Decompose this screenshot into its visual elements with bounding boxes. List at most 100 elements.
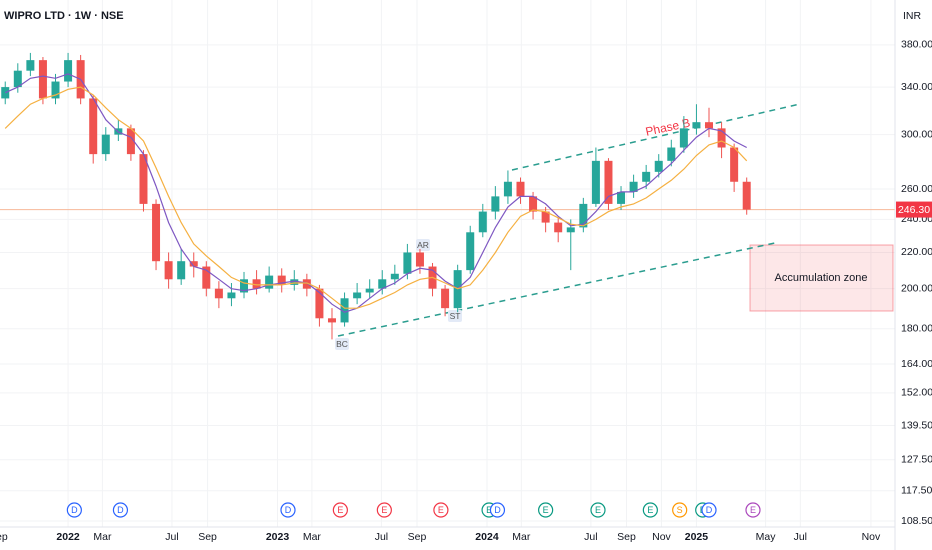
candle-body (466, 232, 475, 271)
y-tick-label: 380.00 (901, 39, 932, 51)
event-label: S (677, 505, 683, 515)
candle-body (152, 203, 161, 262)
candle-body (277, 275, 286, 285)
event-marker (538, 502, 554, 518)
x-tick-label: 2023 (266, 531, 290, 543)
x-tick-label: Sep (198, 531, 217, 543)
last-price-box (896, 201, 932, 218)
zone-label: Accumulation zone (775, 272, 868, 284)
candle-body (554, 222, 563, 233)
event-marker (376, 502, 392, 518)
candle-body (101, 134, 110, 155)
candle-body (503, 181, 512, 197)
y-tick-label: 139.50 (901, 419, 932, 431)
event-marker (590, 502, 606, 518)
x-tick-label: Sep (617, 531, 636, 543)
event-label: E (750, 505, 756, 515)
candle-body (126, 128, 135, 155)
candle-body (265, 275, 274, 289)
event-label: E (337, 505, 343, 515)
event-label: D (494, 505, 501, 515)
event-label: E (543, 505, 549, 515)
x-tick-label: Sep (408, 531, 427, 543)
candle-body (730, 147, 739, 182)
event-label: E (595, 505, 601, 515)
candle-body (365, 288, 374, 293)
event-label: E (381, 505, 387, 515)
y-tick-label: 108.50 (901, 515, 932, 527)
x-tick-label: Jul (165, 531, 178, 543)
x-tick-label: Jul (794, 531, 807, 543)
event-label: E (647, 505, 653, 515)
candle-body (541, 211, 550, 223)
x-tick-label: Jul (375, 531, 388, 543)
candle-body (315, 288, 324, 319)
y-tick-label: 340.00 (901, 81, 932, 93)
candle-body (629, 181, 638, 192)
x-tick-label: Mar (303, 531, 322, 543)
event-label: E (438, 505, 444, 515)
candle-body (64, 60, 73, 82)
event-label: D (285, 505, 292, 515)
candle-body (579, 203, 588, 228)
candle-body (290, 279, 299, 285)
x-tick-label: 2025 (685, 531, 709, 543)
candle-body (415, 252, 424, 267)
event-marker (701, 502, 717, 518)
trendline-lower (337, 242, 776, 337)
ar-box (416, 239, 430, 251)
candle-body (516, 181, 525, 197)
plot-layer: DDDEEEEDEEESEDE (0, 52, 895, 518)
event-marker (66, 502, 82, 518)
x-tick-label: Jul (584, 531, 597, 543)
st-box (448, 310, 462, 322)
candle-body (617, 191, 626, 204)
y-tick-label: 220.00 (901, 246, 932, 258)
candle-body (667, 147, 676, 161)
y-tick-label: 300.00 (901, 128, 932, 140)
candle-body (403, 252, 412, 274)
y-tick-label: 152.00 (901, 387, 932, 399)
y-axis-background (895, 0, 932, 550)
currency-label: INR (903, 10, 922, 22)
event-label: D (117, 505, 124, 515)
accumulation-zone-box (749, 244, 894, 312)
x-tick-label: Mar (512, 531, 531, 543)
y-tick-label: 164.00 (901, 358, 932, 370)
candle-body (692, 122, 701, 129)
moving-average-line (4, 73, 747, 313)
candle-body (654, 160, 663, 172)
candle-body (378, 279, 387, 289)
event-label: D (706, 505, 713, 515)
x-tick-label: Nov (862, 531, 881, 543)
candle-body (441, 288, 450, 309)
event-marker (489, 502, 506, 518)
x-tick-label: Mar (93, 531, 112, 543)
candle-body (705, 122, 714, 129)
candle-body (566, 227, 575, 233)
candle-body (491, 196, 500, 212)
bc-box (335, 338, 349, 350)
x-tick-label: 2022 (56, 531, 80, 543)
candle-body (717, 128, 726, 148)
y-tick-label: 180.00 (901, 322, 932, 334)
candle-body (642, 171, 651, 182)
candle-body (139, 154, 148, 204)
event-marker (672, 502, 688, 518)
candle-body (164, 261, 173, 280)
candle-body (478, 211, 487, 233)
y-tick-label: 117.50 (901, 485, 932, 497)
st-label: ST (450, 311, 461, 321)
ar-label: AR (417, 240, 429, 250)
candle-body (591, 160, 600, 204)
candle-body (327, 318, 336, 323)
candle-body (390, 273, 399, 280)
trendline-upper (511, 103, 801, 171)
candle-body (302, 279, 311, 289)
annotation-layer: Accumulation zone Phase B BC AR ST (335, 103, 894, 350)
event-label: D (71, 505, 78, 515)
event-marker (745, 502, 761, 518)
